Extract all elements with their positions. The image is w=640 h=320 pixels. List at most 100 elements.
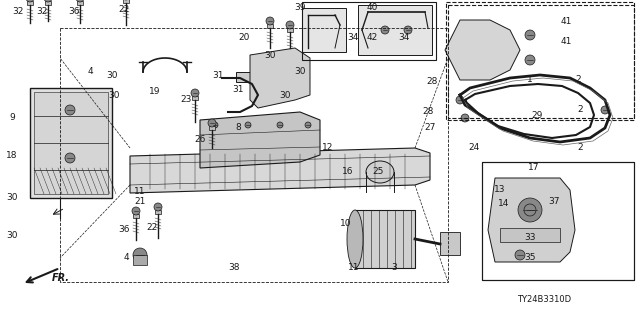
Bar bbox=[209, 126, 215, 130]
Circle shape bbox=[245, 122, 251, 128]
Text: 32: 32 bbox=[12, 7, 24, 17]
Text: FR.: FR. bbox=[52, 273, 70, 283]
Circle shape bbox=[461, 114, 469, 122]
Text: 30: 30 bbox=[279, 91, 291, 100]
Text: 36: 36 bbox=[68, 7, 80, 17]
Text: 13: 13 bbox=[494, 186, 506, 195]
Bar bbox=[267, 24, 273, 28]
Polygon shape bbox=[488, 178, 575, 262]
Bar bbox=[27, 1, 33, 5]
Text: 11: 11 bbox=[134, 188, 146, 196]
Bar bbox=[45, 1, 51, 5]
Circle shape bbox=[404, 26, 412, 34]
Bar bbox=[236, 72, 262, 82]
Circle shape bbox=[381, 26, 389, 34]
Circle shape bbox=[456, 96, 464, 104]
Bar bbox=[123, 0, 129, 3]
Text: 24: 24 bbox=[468, 143, 479, 153]
Bar bbox=[192, 96, 198, 100]
Text: 30: 30 bbox=[106, 70, 118, 79]
Text: 30: 30 bbox=[6, 194, 18, 203]
Bar bbox=[500, 228, 560, 242]
Text: 35: 35 bbox=[524, 253, 536, 262]
Circle shape bbox=[266, 17, 274, 25]
Text: 40: 40 bbox=[366, 4, 378, 12]
Circle shape bbox=[515, 250, 525, 260]
Bar bbox=[155, 210, 161, 214]
Text: 18: 18 bbox=[6, 150, 18, 159]
Text: 22: 22 bbox=[118, 5, 130, 14]
Ellipse shape bbox=[347, 210, 363, 268]
Text: 30: 30 bbox=[264, 51, 276, 60]
Text: 31: 31 bbox=[212, 70, 224, 79]
Bar bbox=[30, 88, 112, 198]
Text: 41: 41 bbox=[560, 37, 572, 46]
Text: 38: 38 bbox=[228, 263, 240, 273]
Text: 28: 28 bbox=[422, 108, 434, 116]
Circle shape bbox=[518, 198, 542, 222]
Circle shape bbox=[44, 0, 52, 2]
Text: 27: 27 bbox=[424, 124, 436, 132]
Text: 22: 22 bbox=[147, 223, 157, 233]
Bar bbox=[302, 8, 346, 52]
Text: 9: 9 bbox=[9, 114, 15, 123]
Circle shape bbox=[26, 0, 34, 2]
Circle shape bbox=[212, 122, 218, 128]
Text: 20: 20 bbox=[238, 34, 250, 43]
Text: 16: 16 bbox=[342, 167, 354, 177]
Bar bbox=[440, 232, 460, 255]
Text: 4: 4 bbox=[87, 68, 93, 76]
Polygon shape bbox=[250, 48, 310, 108]
Text: 2: 2 bbox=[577, 143, 583, 153]
Text: 8: 8 bbox=[235, 124, 241, 132]
Text: 30: 30 bbox=[294, 68, 306, 76]
Polygon shape bbox=[445, 20, 520, 80]
Bar bbox=[60, 28, 448, 282]
Text: 23: 23 bbox=[180, 95, 192, 105]
Text: 4: 4 bbox=[123, 253, 129, 262]
Bar bbox=[133, 214, 139, 218]
Circle shape bbox=[277, 122, 283, 128]
Circle shape bbox=[76, 0, 84, 2]
Text: 2: 2 bbox=[577, 106, 583, 115]
Circle shape bbox=[525, 55, 535, 65]
Text: 28: 28 bbox=[426, 77, 438, 86]
Bar bbox=[358, 5, 432, 55]
Bar bbox=[287, 28, 293, 32]
Circle shape bbox=[305, 122, 311, 128]
Circle shape bbox=[208, 119, 216, 127]
Bar bbox=[302, 2, 436, 60]
Text: 31: 31 bbox=[232, 85, 244, 94]
Bar bbox=[482, 162, 634, 280]
Circle shape bbox=[65, 105, 75, 115]
Text: 34: 34 bbox=[398, 34, 410, 43]
Text: 36: 36 bbox=[118, 226, 130, 235]
Polygon shape bbox=[200, 112, 320, 168]
Text: 19: 19 bbox=[149, 87, 161, 97]
Text: 33: 33 bbox=[524, 234, 536, 243]
Bar bbox=[34, 92, 108, 194]
Text: 34: 34 bbox=[348, 34, 358, 43]
Text: 30: 30 bbox=[6, 231, 18, 241]
Text: 10: 10 bbox=[340, 220, 352, 228]
Text: 11: 11 bbox=[348, 263, 360, 273]
Text: 29: 29 bbox=[531, 110, 543, 119]
Bar bbox=[448, 5, 634, 118]
Circle shape bbox=[133, 248, 147, 262]
Polygon shape bbox=[130, 148, 430, 193]
Text: 21: 21 bbox=[134, 197, 146, 206]
Text: 39: 39 bbox=[294, 4, 306, 12]
Circle shape bbox=[524, 204, 536, 216]
Circle shape bbox=[191, 89, 199, 97]
Text: 42: 42 bbox=[366, 34, 378, 43]
Text: 26: 26 bbox=[195, 135, 205, 145]
Text: 30: 30 bbox=[108, 92, 120, 100]
Circle shape bbox=[65, 153, 75, 163]
Text: 41: 41 bbox=[560, 18, 572, 27]
Circle shape bbox=[525, 30, 535, 40]
Text: 2: 2 bbox=[575, 76, 581, 84]
Text: 25: 25 bbox=[372, 167, 384, 177]
Bar bbox=[133, 255, 147, 265]
Bar bbox=[482, 162, 634, 280]
Text: 1: 1 bbox=[527, 76, 533, 84]
